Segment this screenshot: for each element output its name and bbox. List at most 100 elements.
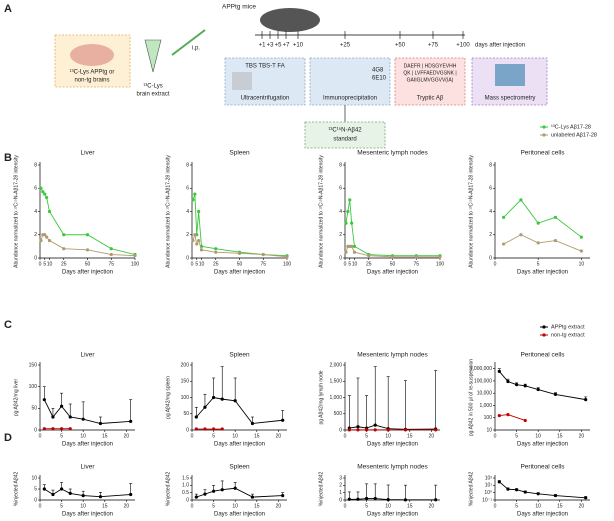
y-tick-label: 10¹ — [485, 483, 493, 489]
data-point — [261, 252, 265, 257]
x-tick-label: 5 — [60, 503, 63, 509]
data-point — [403, 498, 408, 502]
x-tick-label: 0 — [191, 433, 194, 439]
data-point — [584, 496, 588, 500]
extract-text: ¹³C-Lys — [143, 84, 162, 90]
data-point — [193, 233, 197, 237]
y-tick-label: 50 — [183, 411, 189, 417]
y-tick-label: 0 — [339, 497, 342, 503]
x-tick-label: 10 — [80, 433, 86, 439]
data-point — [191, 238, 195, 243]
y-tick-label: 2 — [339, 232, 342, 238]
chart-title: Mesenteric lymph nodes — [357, 464, 428, 471]
data-point — [414, 255, 418, 259]
x-tick-label: 100 — [436, 261, 445, 267]
data-point — [346, 209, 350, 214]
legend-label: ¹³C-Lys Aβ17-28 — [551, 124, 591, 130]
data-point — [506, 487, 510, 491]
data-point — [214, 250, 218, 254]
series-line — [345, 199, 440, 257]
data-point — [553, 215, 558, 219]
x-tick-label: 5 — [365, 433, 368, 439]
x-tick-label: 15 — [557, 433, 563, 439]
data-point — [390, 255, 395, 259]
y-tick-label: 1,000,000 — [470, 366, 492, 372]
x-tick-label: 100 — [131, 261, 140, 267]
data-point — [434, 498, 438, 502]
y-axis-label: pg Aβ42/mg lymph node — [318, 370, 324, 424]
data-point — [42, 427, 46, 431]
series-line — [498, 371, 586, 401]
x-tick-label: 75 — [413, 261, 419, 267]
y-tick-label: 0 — [34, 497, 37, 503]
data-point — [129, 419, 133, 423]
x-tick-label: 5 — [212, 503, 215, 509]
data-point — [364, 496, 369, 501]
y-tick-label: 150 — [29, 362, 38, 368]
data-point — [250, 421, 255, 426]
y-tick-label: 100 — [484, 415, 493, 421]
x-tick-label: 0 — [191, 503, 194, 509]
data-point — [220, 397, 224, 401]
data-point — [43, 192, 47, 196]
y-tick-label: 200 — [181, 362, 190, 368]
x-tick-label: 5 — [43, 261, 46, 267]
chart-title: Mesenteric lymph nodes — [357, 352, 428, 359]
data-point — [98, 495, 103, 499]
chart-title: Spleen — [229, 352, 250, 359]
data-point — [502, 215, 506, 219]
data-point — [352, 244, 357, 248]
data-point — [45, 195, 49, 200]
series-line — [43, 399, 131, 424]
x-tick-label: 15 — [254, 503, 260, 509]
x-axis-label: Days after injection — [517, 512, 568, 518]
data-point — [199, 248, 204, 252]
source-text: ¹³C-Lys APPtg or — [70, 70, 115, 76]
x-axis-label: Days after injection — [367, 512, 418, 518]
data-point — [68, 491, 72, 495]
y-tick-label: 2 — [489, 232, 492, 238]
data-point — [350, 244, 354, 248]
chart-title: Liver — [80, 150, 95, 157]
data-point — [519, 233, 523, 237]
data-point — [220, 427, 224, 431]
data-point — [536, 492, 540, 496]
series-line — [40, 188, 136, 255]
data-point — [386, 428, 390, 432]
y-axis-label: pg Aβ42 in 500 μl of re-suspension — [468, 359, 474, 436]
data-point — [536, 221, 540, 225]
x-tick-label: 20 — [276, 433, 282, 439]
data-point — [506, 413, 510, 417]
data-point — [285, 255, 289, 259]
step-text: Immunoprecipitation — [323, 96, 377, 102]
y-axis-label: %injected Aβ42 — [165, 472, 171, 507]
x-tick-label: 50 — [390, 261, 396, 267]
y-tick-label: 1.0 — [182, 483, 189, 489]
y-tick-label: 1,000 — [479, 403, 492, 409]
step-box — [309, 57, 391, 106]
data-point — [62, 247, 66, 251]
x-tick-label: 10 — [47, 261, 53, 267]
standard-box — [304, 121, 386, 149]
data-point — [220, 488, 224, 492]
data-point — [59, 487, 64, 491]
timeline-label: +75 — [428, 43, 439, 49]
standard-text: standard — [333, 137, 356, 143]
peptide-text: QK | LVFFAEDVGSNK | — [403, 70, 456, 76]
x-tick-label: 5 — [537, 261, 540, 267]
data-point — [47, 238, 52, 243]
data-point — [281, 494, 285, 498]
y-tick-label: 2 — [34, 232, 37, 238]
panel-label: D — [4, 432, 12, 444]
y-tick-label: 6 — [34, 186, 37, 192]
series-line — [499, 481, 586, 499]
y-tick-label: 1,000 — [329, 395, 342, 401]
y-tick-label: 0 — [186, 255, 189, 261]
x-axis-label: Days after injection — [214, 442, 265, 448]
data-point — [211, 427, 216, 431]
chart-title: Peritoneal cells — [520, 352, 565, 359]
x-tick-label: 10 — [385, 503, 391, 509]
extract-text: brain extract — [136, 92, 169, 98]
x-tick-label: 0 — [39, 261, 42, 267]
